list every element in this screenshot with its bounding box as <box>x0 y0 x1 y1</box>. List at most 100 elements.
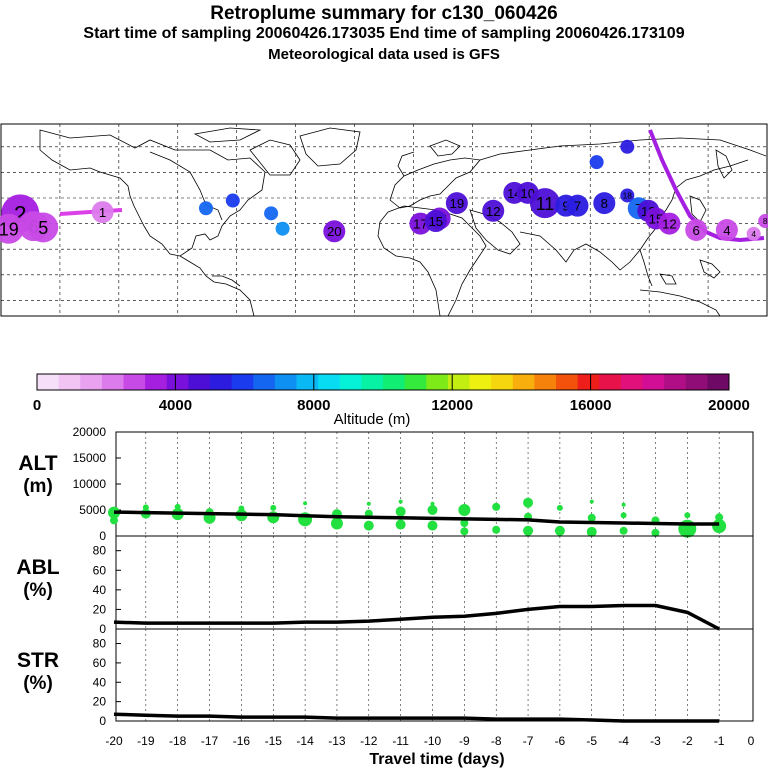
scatter-point <box>492 525 501 534</box>
x-tick-label: -17 <box>201 734 219 748</box>
scatter-point <box>395 519 406 530</box>
time-series-panels: 05000100001500020000ALT(m)020406080ABL(%… <box>16 425 754 728</box>
colorbar-tick-labels: 0 4000 8000 12000 16000 20000 <box>33 374 750 414</box>
x-axis-tick-labels: -20 -19 -18 -17 -16 -15 -14 -13 -12 -11 -10 -9 -8 -7-… <box>105 734 754 748</box>
scatter-point <box>523 497 534 508</box>
map-plume-label: 4 <box>723 223 730 238</box>
series-line <box>113 510 720 526</box>
map-frame <box>0 123 768 317</box>
colorbar-tick-label: 4000 <box>159 397 192 414</box>
colorbar-cell <box>664 374 687 390</box>
colorbar-cell <box>556 374 579 390</box>
scatter-point <box>684 512 691 519</box>
scatter-point <box>330 517 343 530</box>
map-plume-label: 4 <box>751 229 756 239</box>
scatter-point <box>270 504 277 511</box>
scatter-point <box>619 526 628 535</box>
x-tick-label: -9 <box>459 734 470 748</box>
chart-panel-str: 0 20 40 60 80 STR(%) <box>17 628 754 728</box>
map-plume-marker <box>225 193 240 208</box>
map-plume-marker <box>482 199 505 222</box>
chart-y-tick-label: 60 <box>93 656 107 670</box>
colorbar-cells <box>37 374 730 390</box>
chart-frame <box>115 628 754 722</box>
colorbar-tick-label: 16000 <box>570 397 612 414</box>
world-map: 2196512017161519121410119781871315126448 <box>0 123 768 317</box>
meteorological-data-subtitle: Meteorological data used is GFS <box>268 46 500 63</box>
map-plume-label: 19 <box>0 219 19 239</box>
colorbar-cell <box>404 374 427 390</box>
map-plume-label: 7 <box>574 199 581 214</box>
map-coastlines <box>39 127 767 317</box>
colorbar-cell <box>58 374 81 390</box>
x-tick-label: -3 <box>650 734 661 748</box>
colorbar-cell <box>188 374 211 390</box>
chart-y-tick-label: 15000 <box>73 451 107 465</box>
x-tick-label: -18 <box>169 734 187 748</box>
x-tick-label: -15 <box>265 734 283 748</box>
colorbar-tick-label: 0 <box>33 397 41 414</box>
chart-y-tick-label: 20 <box>93 695 107 709</box>
scatter-point <box>427 505 438 515</box>
x-axis-label: Travel time (days) <box>369 751 504 768</box>
scatter-point <box>427 520 438 531</box>
x-tick-label: -12 <box>360 734 378 748</box>
colorbar-cell <box>707 374 730 390</box>
colorbar-cell <box>642 374 665 390</box>
colorbar-cell <box>123 374 146 390</box>
colorbar-cell <box>577 374 600 390</box>
map-plume-label: 11 <box>536 194 555 214</box>
colorbar-cell <box>339 374 362 390</box>
chart-y-tick-label: 10000 <box>73 477 107 491</box>
scatter-point <box>651 528 660 537</box>
chart-y-tick-label: 0 <box>99 529 106 543</box>
sampling-time-subtitle: Start time of sampling 20060426.173035 E… <box>83 25 685 42</box>
map-plume-marker <box>620 139 635 154</box>
colorbar-label: Altitude (m) <box>334 411 411 428</box>
scatter-point <box>303 501 308 506</box>
map-plume-markers: 2196512017161519121410119781871315126448 <box>0 129 768 244</box>
colorbar-cell <box>231 374 254 390</box>
colorbar-frame <box>36 373 730 391</box>
map-plume-marker <box>685 219 708 241</box>
scatter-point <box>556 504 563 511</box>
map-plume-marker <box>275 221 290 236</box>
colorbar-cell <box>426 374 449 390</box>
x-tick-label: -16 <box>233 734 251 748</box>
map-plume-marker <box>758 214 768 229</box>
map-plume-marker <box>529 188 560 219</box>
colorbar-cell <box>469 374 492 390</box>
panel-unit-label: (%) <box>23 580 53 601</box>
x-tick-label: -14 <box>296 734 314 748</box>
scatter-point <box>110 516 118 525</box>
map-plume-label: 1 <box>99 205 106 220</box>
colorbar-cell <box>447 374 470 390</box>
x-tick-label: -8 <box>491 734 502 748</box>
colorbar-cell <box>37 374 60 390</box>
x-tick-label: -7 <box>523 734 534 748</box>
chart-y-tick-label: 5000 <box>79 503 106 517</box>
scatter-point <box>620 512 627 519</box>
map-plume-marker <box>658 212 681 235</box>
map-plume-marker <box>589 155 604 170</box>
panel-unit-label: (m) <box>23 476 53 497</box>
map-plume-label: 20 <box>327 224 342 239</box>
map-plume-label: 17 <box>413 217 428 232</box>
map-plume-marker <box>424 210 447 233</box>
map-plume-marker <box>746 226 761 241</box>
series-line <box>113 712 720 723</box>
map-plume-label: 9 <box>562 199 569 214</box>
panel-label: ALT <box>18 452 57 475</box>
series-line <box>113 603 720 631</box>
colorbar-tick-label: 8000 <box>297 397 330 414</box>
map-plume-label: 8 <box>763 216 768 226</box>
colorbar-cell <box>685 374 708 390</box>
x-axis: -20 -19 -18 -17 -16 -15 -14 -13 -12 -11 -10 -9 -8 -7-… <box>105 734 754 768</box>
map-plume-label: 19 <box>450 196 465 211</box>
x-tick-label: -19 <box>137 734 155 748</box>
scatter-point <box>712 519 727 534</box>
colorbar-cell <box>318 374 341 390</box>
chart-panel-alt: 0 5000 10000 15000 20000 ALT(m) <box>18 425 754 543</box>
scatter-point <box>492 502 501 511</box>
